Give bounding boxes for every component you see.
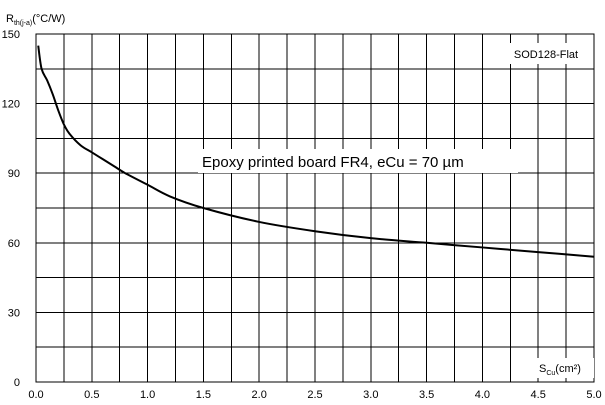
y-tick-label: 0: [14, 377, 20, 389]
y-tick-label: 60: [8, 238, 20, 250]
x-tick-label: 3.5: [419, 389, 434, 401]
x-tick-label: 4.0: [475, 389, 490, 401]
annotation: Epoxy printed board FR4, eCu = 70 µm: [202, 154, 464, 171]
x-tick-label: 1.5: [196, 389, 211, 401]
y-tick-label: 150: [2, 29, 20, 41]
x-axis-label-box: [532, 358, 594, 378]
device-tag-box: [502, 43, 592, 64]
x-tick-label: 5.0: [586, 389, 601, 401]
x-tick-label: 1.0: [140, 389, 155, 401]
x-axis-label-sub: Cu: [546, 370, 555, 377]
series-line-group: [37, 45, 595, 258]
y-axis-label-sub: th(j-a): [14, 20, 32, 27]
plot-frame: [35, 33, 595, 383]
x-tick-label: 0.0: [28, 389, 43, 401]
y-tick-label: 30: [8, 307, 20, 319]
y-axis-label-unit: (°C/W): [32, 13, 65, 25]
x-tick-label: 4.5: [531, 389, 546, 401]
y-axis-label-main: R: [6, 13, 14, 25]
x-axis-label-unit: (cm²): [555, 363, 581, 375]
x-tick-label: 3.0: [363, 389, 378, 401]
x-axis-label: SCu(cm²): [539, 363, 581, 377]
grid: [35, 33, 595, 383]
x-tick-label: 2.0: [252, 389, 267, 401]
y-tick-label: 120: [2, 99, 20, 111]
series-line: [37, 45, 595, 258]
annotation-box: [198, 149, 518, 173]
device-tag: SOD128-Flat: [514, 49, 578, 61]
x-tick-label: 2.5: [307, 389, 322, 401]
x-tick-label: 0.5: [84, 389, 99, 401]
x-axis-label-main: S: [539, 363, 546, 375]
y-tick-label: 90: [8, 168, 20, 180]
y-axis-label: Rth(j-a)(°C/W): [6, 13, 65, 27]
tick-labels: 0.0 0.5 1.0 1.5 2.0 2.5 3.0 3.5 4.0 4.5 5.0 0 30 60 90…: [2, 29, 602, 401]
